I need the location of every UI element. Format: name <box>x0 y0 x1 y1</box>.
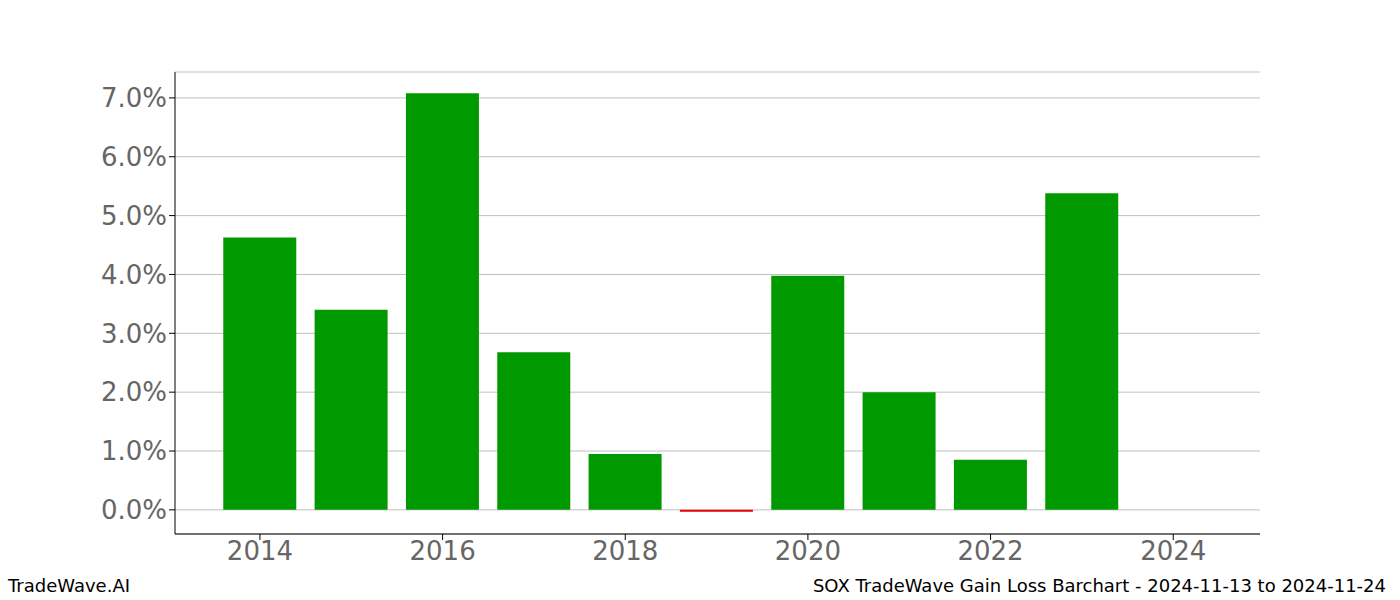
svg-text:2020: 2020 <box>775 536 841 566</box>
svg-text:2024: 2024 <box>1140 536 1206 566</box>
svg-text:2016: 2016 <box>410 536 476 566</box>
svg-text:7.0%: 7.0% <box>101 83 167 113</box>
svg-text:2.0%: 2.0% <box>101 377 167 407</box>
svg-text:0.0%: 0.0% <box>101 495 167 525</box>
svg-text:6.0%: 6.0% <box>101 142 167 172</box>
html-text:SOX TradeWave Gain Loss Barcha: SOX TradeWave Gain Loss Barchart - 2024-… <box>812 575 1386 596</box>
svg-text:2022: 2022 <box>957 536 1023 566</box>
svg-text:2014: 2014 <box>227 536 293 566</box>
svg-text:2018: 2018 <box>592 536 658 566</box>
svg-text:3.0%: 3.0% <box>101 319 167 349</box>
svg-text:1.0%: 1.0% <box>101 436 167 466</box>
svg-text:5.0%: 5.0% <box>101 201 167 231</box>
html-text:TradeWave.AI: TradeWave.AI <box>8 575 130 596</box>
svg-text:4.0%: 4.0% <box>101 260 167 290</box>
